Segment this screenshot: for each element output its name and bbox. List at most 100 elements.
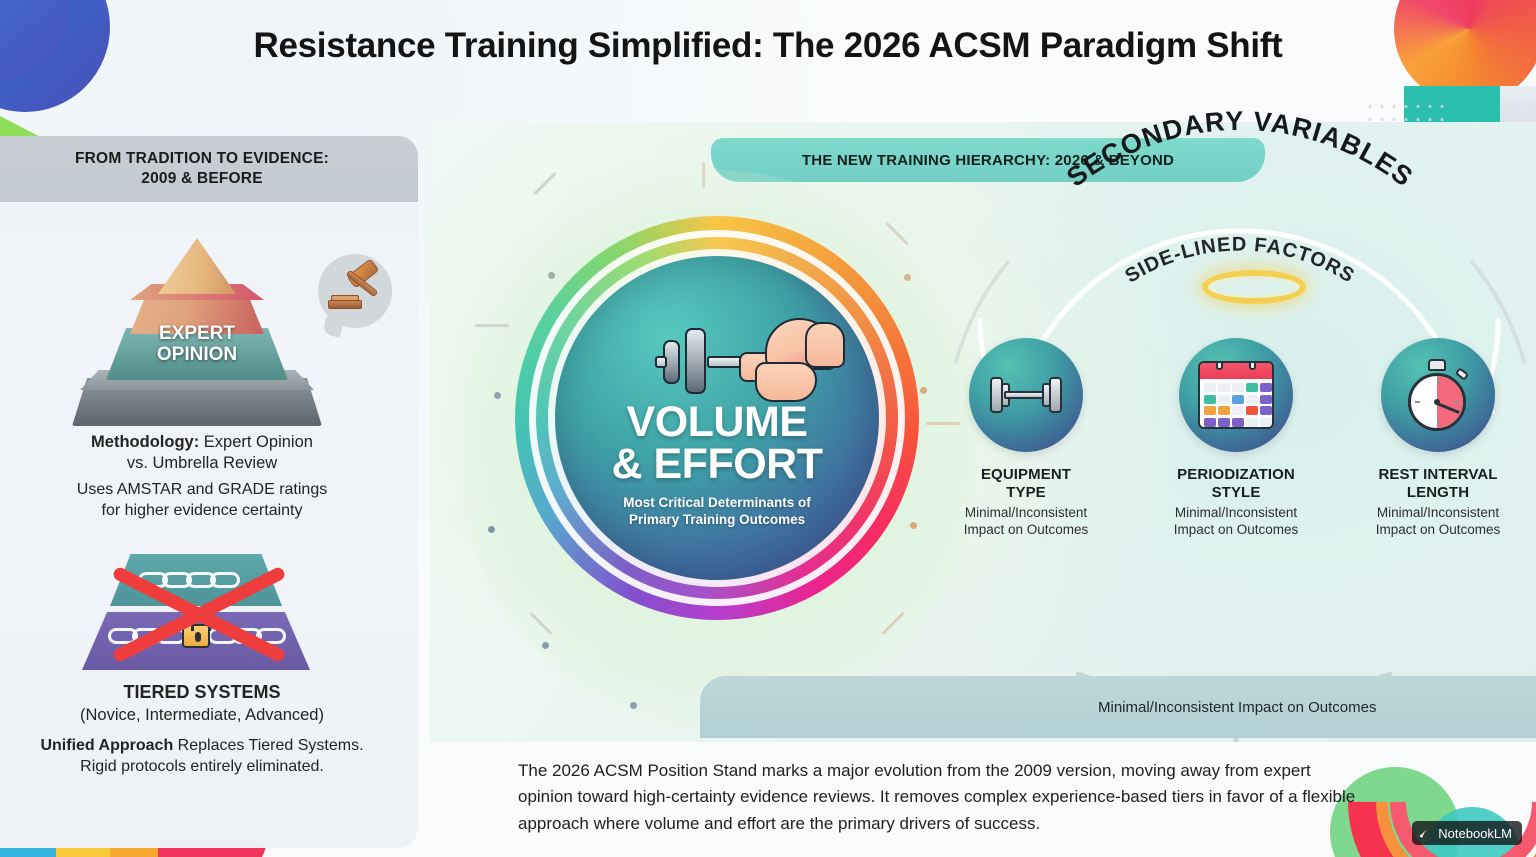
dumbbell-bar-end <box>655 356 667 368</box>
unified-bold-lead: Unified Approach <box>40 737 174 754</box>
calendar-cell <box>1218 394 1230 404</box>
equipment-type-icon-circle <box>969 338 1083 452</box>
calendar-cell <box>1218 417 1230 427</box>
wheel-title-line1: VOLUME <box>626 398 808 446</box>
arm-fist <box>805 322 845 368</box>
calendar-cell <box>1232 383 1244 392</box>
secondary-card-periodization-style[interactable]: PERIODIZATION STYLE Minimal/Inconsistent… <box>1148 338 1324 539</box>
calendar-cell <box>1218 383 1230 392</box>
methodology-rest-line1: Expert Opinion <box>199 433 313 451</box>
main-panel-header-label: THE NEW TRAINING HIERARCHY: 2026 & BEYON… <box>801 151 1175 169</box>
pyramid-tier-apex <box>158 238 236 294</box>
wheel-text-block: VOLUME & EFFORT Most Critical Determinan… <box>515 216 919 620</box>
unified-rest-line1: Replaces Tiered Systems. <box>173 737 364 754</box>
periodization-style-icon-circle <box>1179 338 1293 452</box>
calendar-cell <box>1232 394 1244 404</box>
methodology-bold-lead: Methodology: <box>91 433 200 451</box>
chain-link <box>256 628 286 644</box>
methodology-line1: Methodology: Expert Opinion <box>0 432 404 453</box>
calendar-cell <box>1232 417 1244 427</box>
periodization-style-title-line1: PERIODIZATION <box>1177 466 1295 483</box>
calendar-cell <box>1260 394 1272 404</box>
calendar-ring-left <box>1216 363 1223 370</box>
periodization-style-title-line2: STYLE <box>1211 483 1261 501</box>
equipment-type-title-line2: TYPE <box>1006 483 1046 501</box>
wheel-dot <box>488 526 495 533</box>
stopwatch-tick <box>1415 401 1420 403</box>
calendar-cell <box>1246 383 1258 392</box>
rest-interval-title: REST INTERVAL LENGTH <box>1350 466 1526 501</box>
methodology-line4: for higher evidence certainty <box>101 501 303 519</box>
stopwatch-tick <box>1437 420 1439 425</box>
wheel-subtitle-line2: Primary Training Outcomes <box>628 512 806 528</box>
wheel-dot <box>910 522 917 529</box>
evidence-pyramid-illustration: EXPERT OPINION <box>72 236 392 426</box>
stopwatch-side-button <box>1454 367 1470 381</box>
wheel-dot <box>494 392 501 399</box>
wheel-subtitle-line1: Most Critical Determinants of <box>623 495 811 511</box>
wheel-subtitle: Most Critical Determinants of Primary Tr… <box>623 495 811 529</box>
equipment-type-title-line1: EQUIPMENT <box>980 466 1072 483</box>
stopwatch-center-pin <box>1434 399 1440 405</box>
calendar-cell <box>1246 406 1258 416</box>
calendar-ring-right <box>1249 363 1256 370</box>
bottom-summary-band: Minimal/Inconsistent Impact on Outcomes <box>700 676 1536 738</box>
wheel-dot <box>904 274 911 281</box>
wheel-tick <box>475 324 509 327</box>
calendar-cell <box>1204 394 1216 404</box>
calendar-header <box>1200 363 1272 379</box>
tiered-subtitle: (Novice, Intermediate, Advanced) <box>80 706 324 724</box>
wheel-tick <box>702 162 705 188</box>
arm-lower <box>755 362 817 402</box>
stopwatch-crown <box>1428 359 1446 371</box>
pyramid-label-line2: OPINION <box>156 343 238 365</box>
notebooklm-logo-icon <box>1420 828 1430 838</box>
pyramid-label-line1: EXPERT <box>158 323 236 344</box>
notebooklm-watermark-label: NotebookLM <box>1438 825 1512 841</box>
gavel-icon <box>318 254 392 328</box>
notebooklm-watermark: NotebookLM <box>1412 821 1522 845</box>
calendar-cell <box>1204 406 1216 416</box>
wheel-title-line2: & EFFORT <box>611 439 823 488</box>
main-panel-header: THE NEW TRAINING HIERARCHY: 2026 & BEYON… <box>711 138 1265 182</box>
stopwatch-icon <box>1404 359 1472 431</box>
calendar-cell <box>1260 417 1272 427</box>
dumbbell-flexed-biceps-icon <box>655 316 865 416</box>
chain-link <box>210 572 240 588</box>
wheel-dot <box>920 387 927 394</box>
pyramid-label: EXPERT OPINION <box>128 323 266 365</box>
periodization-style-title: PERIODIZATION STYLE <box>1148 466 1324 501</box>
stopwatch-face <box>1408 373 1466 431</box>
stopwatch-elapsed-wedge <box>1437 376 1463 428</box>
calendar-day-grid <box>1204 383 1272 427</box>
left-panel-header-line2: 2009 & BEFORE <box>141 170 263 187</box>
equipment-type-sub-line2: Impact on Outcomes <box>963 522 1089 538</box>
equipment-type-subtitle: Minimal/Inconsistent Impact on Outcomes <box>938 505 1114 539</box>
calendar-cell <box>1260 383 1272 392</box>
left-panel: FROM TRADITION TO EVIDENCE: 2009 & BEFOR… <box>0 136 418 848</box>
methodology-caption: Methodology: Expert Opinion vs. Umbrella… <box>0 432 404 475</box>
periodization-style-sub-line2: Impact on Outcomes <box>1173 522 1299 538</box>
secondary-card-rest-interval-length[interactable]: REST INTERVAL LENGTH Minimal/Inconsisten… <box>1350 338 1526 539</box>
periodization-style-sub-line1: Minimal/Inconsistent <box>1174 505 1298 521</box>
gavel-block <box>328 300 362 309</box>
left-panel-header: FROM TRADITION TO EVIDENCE: 2009 & BEFOR… <box>0 136 418 202</box>
secondary-card-equipment-type[interactable]: EQUIPMENT TYPE Minimal/Inconsistent Impa… <box>938 338 1114 539</box>
bottom-summary-label: Minimal/Inconsistent Impact on Outcomes <box>1098 698 1377 716</box>
calendar-cell <box>1204 383 1216 392</box>
stopwatch-tick <box>1437 379 1439 384</box>
dumbbell-plate-inner <box>685 328 706 394</box>
unified-approach-caption: Unified Approach Replaces Tiered Systems… <box>0 736 404 778</box>
unified-line1: Unified Approach Replaces Tiered Systems… <box>0 736 404 757</box>
rest-interval-sub-line1: Minimal/Inconsistent <box>1376 505 1500 521</box>
footer-paragraph: The 2026 ACSM Position Stand marks a maj… <box>518 761 1356 833</box>
rest-interval-title-line1: REST INTERVAL <box>1378 466 1498 483</box>
wheel-dot <box>542 642 549 649</box>
rest-interval-sub-line2: Impact on Outcomes <box>1375 522 1501 538</box>
methodology-detail-caption: Uses AMSTAR and GRADE ratings for higher… <box>0 480 404 522</box>
left-panel-header-line1: FROM TRADITION TO EVIDENCE: <box>75 150 329 168</box>
calendar-cell <box>1246 417 1258 427</box>
wheel-dot <box>630 702 637 709</box>
methodology-line2: vs. Umbrella Review <box>126 454 278 473</box>
